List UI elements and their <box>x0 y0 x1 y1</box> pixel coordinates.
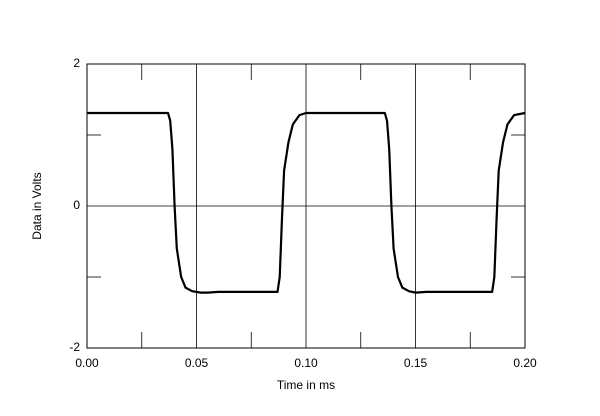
x-tick-label: 0.10 <box>294 356 318 370</box>
y-tick-label: -2 <box>69 340 80 354</box>
x-tick-label: 0.05 <box>185 356 209 370</box>
x-axis-label: Time in ms <box>277 378 335 392</box>
x-tick-label: 0.15 <box>404 356 428 370</box>
x-tick-label: 0.00 <box>75 356 99 370</box>
x-tick-label: 0.20 <box>513 356 537 370</box>
y-tick-label: 2 <box>73 56 80 70</box>
y-tick-label: 0 <box>73 198 80 212</box>
data-line <box>87 111 526 294</box>
y-axis-label: Data in Volts <box>30 172 44 239</box>
plot-frame <box>86 63 526 349</box>
